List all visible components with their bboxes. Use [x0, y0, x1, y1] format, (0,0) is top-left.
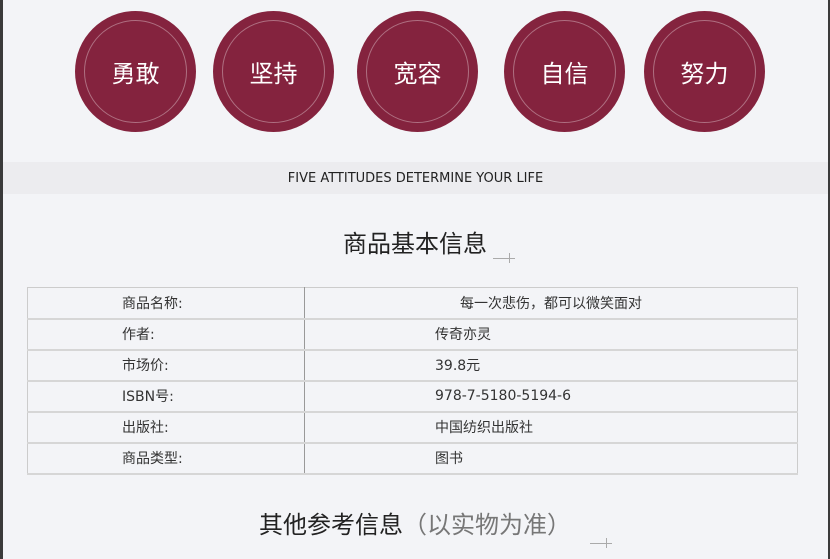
table-row: 市场价: 39.8元 [27, 349, 798, 382]
row-label: 市场价: [27, 349, 305, 382]
row-label: 出版社: [27, 411, 305, 444]
title-decoration [590, 538, 612, 548]
row-value: 978-7-5180-5194-6 [304, 380, 798, 413]
row-label: 作者: [27, 318, 305, 351]
attitude-label: 勇敢 [111, 60, 160, 88]
section-title-basic-info: 商品基本信息 [343, 230, 487, 258]
attitude-circle-confidence: 自信 [504, 11, 625, 132]
section-title-note: （以实物为准） [403, 511, 571, 539]
attitude-label: 自信 [540, 60, 589, 88]
slogan-banner: FIVE ATTITUDES DETERMINE YOUR LIFE [3, 162, 828, 194]
attitude-label: 坚持 [249, 60, 298, 88]
row-value: 每一次悲伤，都可以微笑面对 [304, 287, 798, 320]
attitude-circle-tolerance: 宽容 [357, 11, 478, 132]
row-label: 商品类型: [27, 442, 305, 475]
row-value: 传奇亦灵 [304, 318, 798, 351]
table-row: 出版社: 中国纺织出版社 [27, 411, 798, 444]
right-edge [828, 0, 830, 559]
table-row: 商品名称: 每一次悲伤，都可以微笑面对 [27, 287, 798, 320]
table-row: 商品类型: 图书 [27, 442, 798, 475]
product-info-table: 商品名称: 每一次悲伤，都可以微笑面对 作者: 传奇亦灵 市场价: 39.8元 ISB… [27, 287, 798, 475]
attitude-label: 宽容 [393, 60, 442, 88]
section-title-text: 其他参考信息 [259, 511, 403, 539]
left-edge [0, 0, 3, 559]
title-decoration [493, 253, 515, 263]
attitude-circle-effort: 努力 [644, 11, 765, 132]
table-row: 作者: 传奇亦灵 [27, 318, 798, 351]
row-value: 中国纺织出版社 [304, 411, 798, 444]
attitude-label: 努力 [680, 60, 729, 88]
attitude-circle-persist: 坚持 [213, 11, 334, 132]
section-title-other-info: 其他参考信息（以实物为准） [0, 505, 830, 540]
row-label: ISBN号: [27, 380, 305, 413]
table-row: ISBN号: 978-7-5180-5194-6 [27, 380, 798, 413]
row-label: 商品名称: [27, 287, 305, 320]
row-value: 39.8元 [304, 349, 798, 382]
row-value: 图书 [304, 442, 798, 475]
attitude-circle-brave: 勇敢 [75, 11, 196, 132]
